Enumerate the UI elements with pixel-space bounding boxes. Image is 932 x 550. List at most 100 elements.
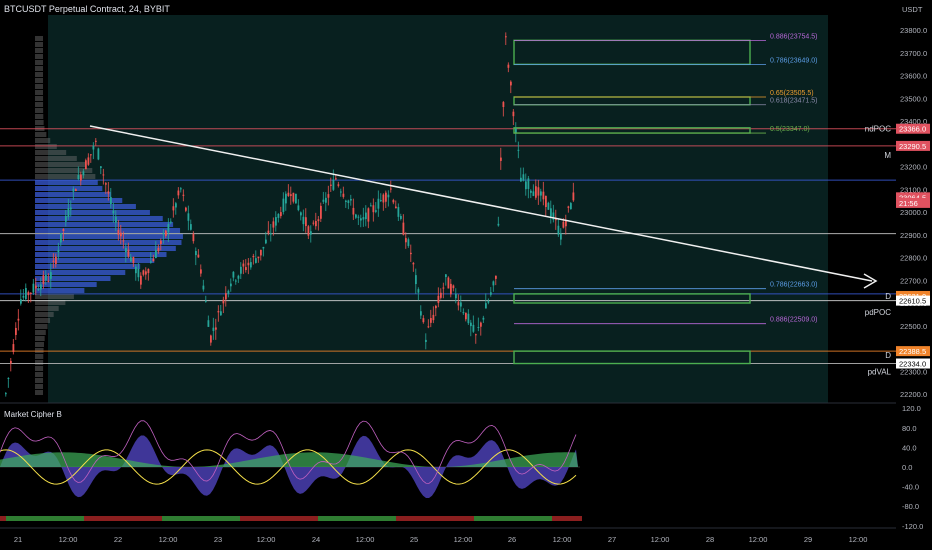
trend-strip [378,516,384,521]
time-tick: 22 [114,535,122,544]
candle [522,174,525,181]
fib-label: 0.886(22509.0) [770,317,817,324]
side-label: pdPOC [865,308,891,317]
price-tick: 22300.0 [900,367,927,376]
candle [97,148,100,160]
candle [420,311,422,316]
candle [227,290,230,295]
candle [77,175,80,180]
candle [122,240,125,242]
candle [225,293,227,300]
candle [465,312,467,320]
candle [297,205,300,211]
time-tick: 12:00 [257,535,276,544]
trend-strip [174,516,180,521]
fvg-box [513,293,751,304]
candle [442,287,445,289]
candle [157,247,160,252]
trend-strip [240,516,246,521]
time-tick: 21 [14,535,22,544]
candle [242,263,245,267]
profile-bar [35,330,46,335]
candle [505,36,507,38]
arrow-head-icon [863,273,878,289]
candle [520,177,522,182]
candle [455,293,457,299]
trend-strip [228,516,234,521]
candle [162,233,165,235]
trend-strip [456,516,462,521]
trend-strip [366,516,372,521]
candle [247,262,250,266]
volume-profile [35,36,183,395]
candle [200,269,202,274]
side-label: ndPOC [865,125,891,134]
candle [310,231,312,235]
candle [90,154,92,156]
candle [437,295,440,303]
candle [102,174,105,176]
indicator-tick: 40.0 [902,443,917,452]
trend-strip [210,516,216,521]
profile-bar [35,78,44,83]
profile-bar [35,270,126,275]
indicator-tick: 120.0 [902,404,921,413]
trend-strip [90,516,96,521]
candle [135,266,137,274]
candle [357,216,360,218]
candle [352,207,355,215]
price-axis[interactable]: 23800.023700.023600.023500.023400.023300… [896,5,930,531]
candle [70,207,72,210]
candle [210,335,212,343]
time-tick: 12:00 [356,535,375,544]
candle [15,327,17,335]
candle [567,206,570,208]
candle [377,198,380,209]
price-badge-label: 22610.5 [899,297,926,306]
candle [217,311,220,313]
trend-strip [168,516,174,521]
trend-strip [114,516,120,521]
trend-strip [444,516,450,521]
trend-strip [414,516,420,521]
indicator-pane [0,420,582,521]
trend-strip [60,516,66,521]
candle [410,252,412,255]
candle [392,200,395,203]
trend-strip [372,516,378,521]
trend-strip [192,516,198,521]
fib-label: 0.618(23471.5) [770,98,817,105]
candle [572,192,575,201]
candle [230,283,232,287]
candle [415,275,417,285]
candle [435,305,437,309]
trend-strip [54,516,60,521]
candle [385,192,387,202]
symbol-title: BTCUSDT Perpetual Contract, 24, BYBIT [4,4,170,14]
candle [290,194,292,196]
trendline [89,125,878,289]
profile-bar [35,144,57,149]
candle [395,206,397,209]
candle [282,198,285,212]
candle [540,191,542,196]
fib-levels: 0.886(23754.5) 0.786(23649.0) 0.65(23505.5… [514,33,817,325]
candle [22,295,25,298]
candle [20,299,22,304]
candle [300,212,302,216]
trend-strip [300,516,306,521]
trend-strip [0,516,6,521]
time-tick: 24 [312,535,320,544]
indicator-tick: -120.0 [902,522,923,531]
candle [180,188,182,190]
trend-strip [180,516,186,521]
candle [345,200,347,202]
time-axis[interactable]: 21 12:00 22 12:00 23 12:00 24 12:00 25 12:00 26 12:… [14,535,868,544]
profile-bar [35,348,44,353]
candle [562,221,565,228]
side-label: M [884,151,891,160]
trend-strip [360,516,366,521]
range-zone [48,15,828,403]
